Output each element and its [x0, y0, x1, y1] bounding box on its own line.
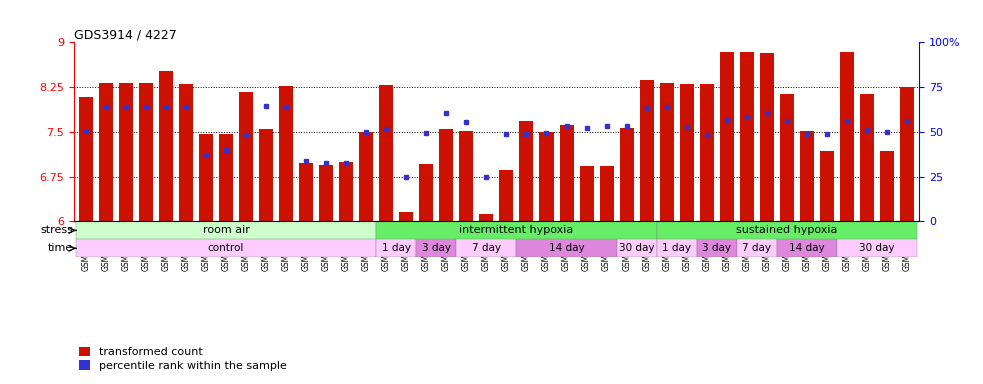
Bar [660, 83, 673, 222]
Text: 30 day: 30 day [619, 243, 655, 253]
Text: 7 day: 7 day [472, 243, 501, 253]
Bar [697, 239, 737, 257]
Bar [299, 163, 314, 222]
Bar [737, 239, 777, 257]
Bar [840, 52, 854, 222]
Bar [540, 132, 553, 222]
Bar [480, 214, 493, 222]
Bar [657, 222, 917, 239]
Text: sustained hypoxia: sustained hypoxia [736, 225, 838, 235]
Bar [760, 53, 774, 222]
Text: 14 day: 14 day [549, 243, 584, 253]
Bar [420, 164, 434, 222]
Legend: transformed count, percentile rank within the sample: transformed count, percentile rank withi… [80, 346, 287, 371]
Text: stress: stress [40, 225, 74, 235]
Bar [339, 162, 353, 222]
Bar [319, 165, 333, 222]
Bar [777, 239, 837, 257]
Bar [179, 84, 193, 222]
Bar [499, 170, 513, 222]
Bar [456, 239, 516, 257]
Bar [260, 129, 273, 222]
Bar [619, 128, 634, 222]
Bar [700, 84, 714, 222]
Bar [376, 239, 416, 257]
Text: control: control [207, 243, 244, 253]
Bar [616, 239, 657, 257]
Bar [600, 166, 613, 222]
Text: 3 day: 3 day [422, 243, 451, 253]
Bar [880, 151, 895, 222]
Text: 30 day: 30 day [859, 243, 895, 253]
Bar [720, 52, 733, 222]
Bar [900, 87, 914, 222]
Bar [219, 134, 233, 222]
Bar [239, 93, 253, 222]
Bar [780, 94, 794, 222]
Bar [359, 132, 374, 222]
Bar [516, 239, 616, 257]
Bar [657, 239, 697, 257]
Bar [416, 239, 456, 257]
Bar [379, 85, 393, 222]
Bar [580, 167, 594, 222]
Bar [800, 131, 814, 222]
Bar [679, 84, 694, 222]
Bar [519, 121, 534, 222]
Text: GDS3914 / 4227: GDS3914 / 4227 [74, 28, 177, 41]
Bar [76, 239, 376, 257]
Text: 14 day: 14 day [789, 243, 825, 253]
Bar [139, 83, 152, 222]
Bar [820, 151, 834, 222]
Bar [439, 129, 453, 222]
Bar [376, 222, 657, 239]
Text: 1 day: 1 day [381, 243, 411, 253]
Bar [459, 131, 474, 222]
Bar [119, 83, 133, 222]
Bar [399, 212, 413, 222]
Text: 7 day: 7 day [742, 243, 772, 253]
Bar [98, 83, 113, 222]
Text: 1 day: 1 day [663, 243, 691, 253]
Bar [740, 52, 754, 222]
Bar [79, 97, 92, 222]
Bar [860, 94, 874, 222]
Text: intermittent hypoxia: intermittent hypoxia [459, 225, 573, 235]
Bar [159, 71, 173, 222]
Text: time: time [48, 243, 74, 253]
Bar [837, 239, 917, 257]
Text: room air: room air [202, 225, 250, 235]
Bar [559, 125, 573, 222]
Bar [199, 134, 213, 222]
Bar [640, 81, 654, 222]
Text: 3 day: 3 day [702, 243, 731, 253]
Bar [76, 222, 376, 239]
Bar [279, 86, 293, 222]
